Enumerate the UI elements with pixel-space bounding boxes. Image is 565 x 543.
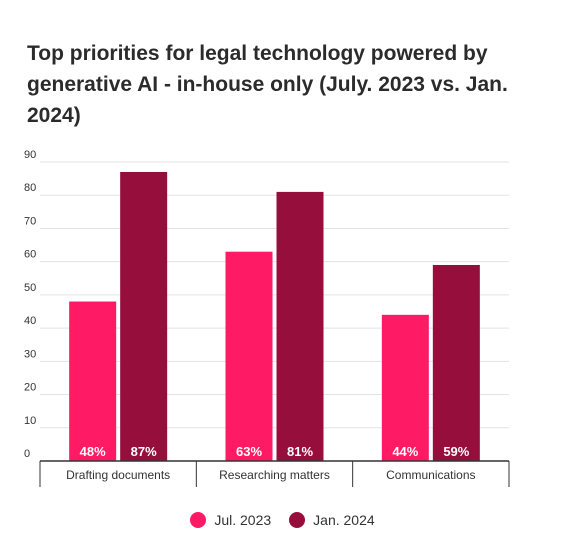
- legend-item-jul-2023[interactable]: Jul. 2023: [190, 512, 271, 528]
- y-tick-label: 20: [24, 382, 36, 394]
- chart-title: Top priorities for legal technology powe…: [27, 42, 508, 127]
- x-tick-label: Communications: [386, 468, 475, 482]
- data-label: 63%: [236, 444, 262, 459]
- y-tick-label: 10: [24, 415, 36, 427]
- bar: [276, 191, 324, 461]
- data-label: 44%: [392, 444, 418, 459]
- bar: [120, 171, 168, 461]
- legend-label-jul-2023: Jul. 2023: [214, 512, 272, 528]
- legend-swatch-jul-2023: [190, 512, 207, 528]
- y-tick-label: 80: [24, 182, 36, 194]
- bar: [225, 251, 273, 461]
- data-label: 81%: [287, 444, 313, 459]
- y-tick-label: 70: [24, 215, 36, 227]
- legend: Jul. 2023 Jan. 2024: [0, 512, 565, 528]
- data-label: 87%: [131, 444, 157, 459]
- y-tick-label: 40: [24, 315, 36, 327]
- x-tick-label: Researching matters: [219, 468, 330, 482]
- gridlines: [40, 161, 509, 429]
- y-tick-label: 30: [24, 348, 36, 360]
- y-tick-label: 0: [24, 448, 30, 460]
- data-label: 48%: [80, 444, 106, 459]
- data-label: 59%: [443, 444, 469, 459]
- x-tick-label: Drafting documents: [66, 468, 170, 482]
- y-tick-label: 60: [24, 249, 36, 261]
- bars: [69, 171, 480, 461]
- y-tick-label: 90: [24, 149, 36, 161]
- bar: [432, 264, 480, 461]
- bar: [381, 314, 429, 461]
- legend-swatch-jan-2024: [289, 512, 306, 528]
- legend-label-jan-2024: Jan. 2024: [313, 512, 375, 528]
- legend-item-jan-2024[interactable]: Jan. 2024: [289, 512, 375, 528]
- data-labels: 48% 87% 63% 81% 44% 59%: [80, 444, 470, 459]
- bar: [69, 301, 117, 461]
- x-axis: Drafting documents Researching matters Com…: [39, 460, 510, 487]
- y-tick-label: 50: [24, 282, 36, 294]
- bar-chart: 0 10 20 30 40 50 60 70 80 90 48% 87% 63% 81% 44% 59% D…: [24, 149, 510, 487]
- y-axis-ticks: 0 10 20 30 40 50 60 70 80 90: [24, 149, 36, 460]
